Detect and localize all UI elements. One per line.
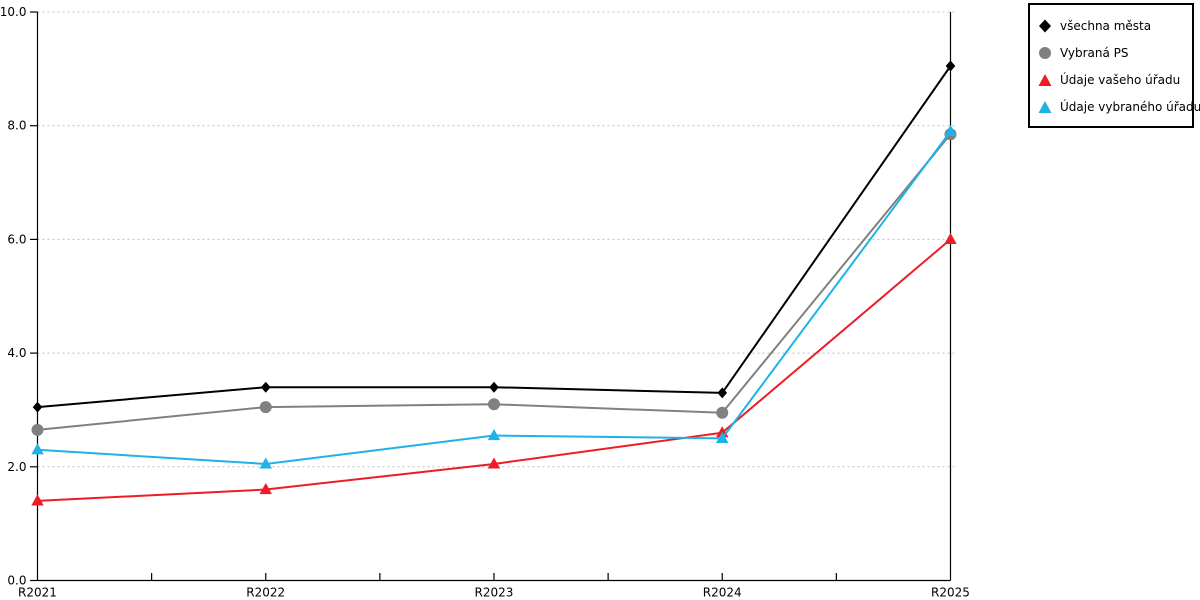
series-0-marker-diamond [717,387,728,399]
series-1-marker-circle [259,401,272,414]
diamond-icon [1039,19,1051,32]
y-tick-label: 8.0 [7,119,26,133]
series-2-marker-triangle [31,494,44,506]
series-3-marker-triangle [944,124,957,136]
series-0-marker-diamond [260,381,271,393]
legend-label: Údaje vybraného úřadu [1060,99,1200,114]
legend-item: Údaje vybraného úřadu [1038,93,1200,120]
legend: všechna města Vybraná PS Údaje vašeho úřad… [1028,3,1200,128]
legend-label: Údaje vašeho úřadu [1060,72,1181,87]
legend-item: Vybraná PS [1038,39,1186,66]
series-1-marker-circle [716,406,729,419]
x-tick-label: R2025 [931,586,970,600]
series-0-marker-diamond [945,60,956,72]
legend-label: všechna města [1060,18,1152,33]
x-tick-label: R2021 [18,586,57,600]
legend-label: Vybraná PS [1060,45,1129,60]
y-tick-label: 4.0 [7,346,26,360]
series-3-marker-triangle [487,429,501,441]
series-line-3 [37,130,952,465]
x-tick-label: R2022 [246,586,285,600]
y-tick-label: 6.0 [7,232,26,246]
legend-item: všechna města [1038,12,1186,39]
series-3-marker-triangle [716,431,729,443]
series-0-marker-diamond [32,401,43,413]
y-tick-label: 10.0 [0,5,27,19]
y-tick-label: 0.0 [7,574,26,588]
x-tick-label: R2024 [703,586,742,600]
series-3-marker-triangle [31,443,44,455]
circle-icon [1039,46,1051,59]
legend-item: Údaje vašeho úřadu [1038,66,1186,93]
series-1-marker-circle [31,423,44,436]
x-tick-label: R2023 [475,586,514,600]
triangle-icon [1038,73,1052,86]
series-2-marker-triangle [259,483,272,495]
series-3-marker-triangle [259,457,272,469]
series-2-marker-triangle [487,457,501,469]
series-2-marker-triangle [944,232,957,244]
triangle-icon [1038,100,1052,113]
series-1-marker-circle [488,398,500,411]
y-tick-label: 2.0 [7,460,26,474]
series-0-marker-diamond [489,381,499,393]
